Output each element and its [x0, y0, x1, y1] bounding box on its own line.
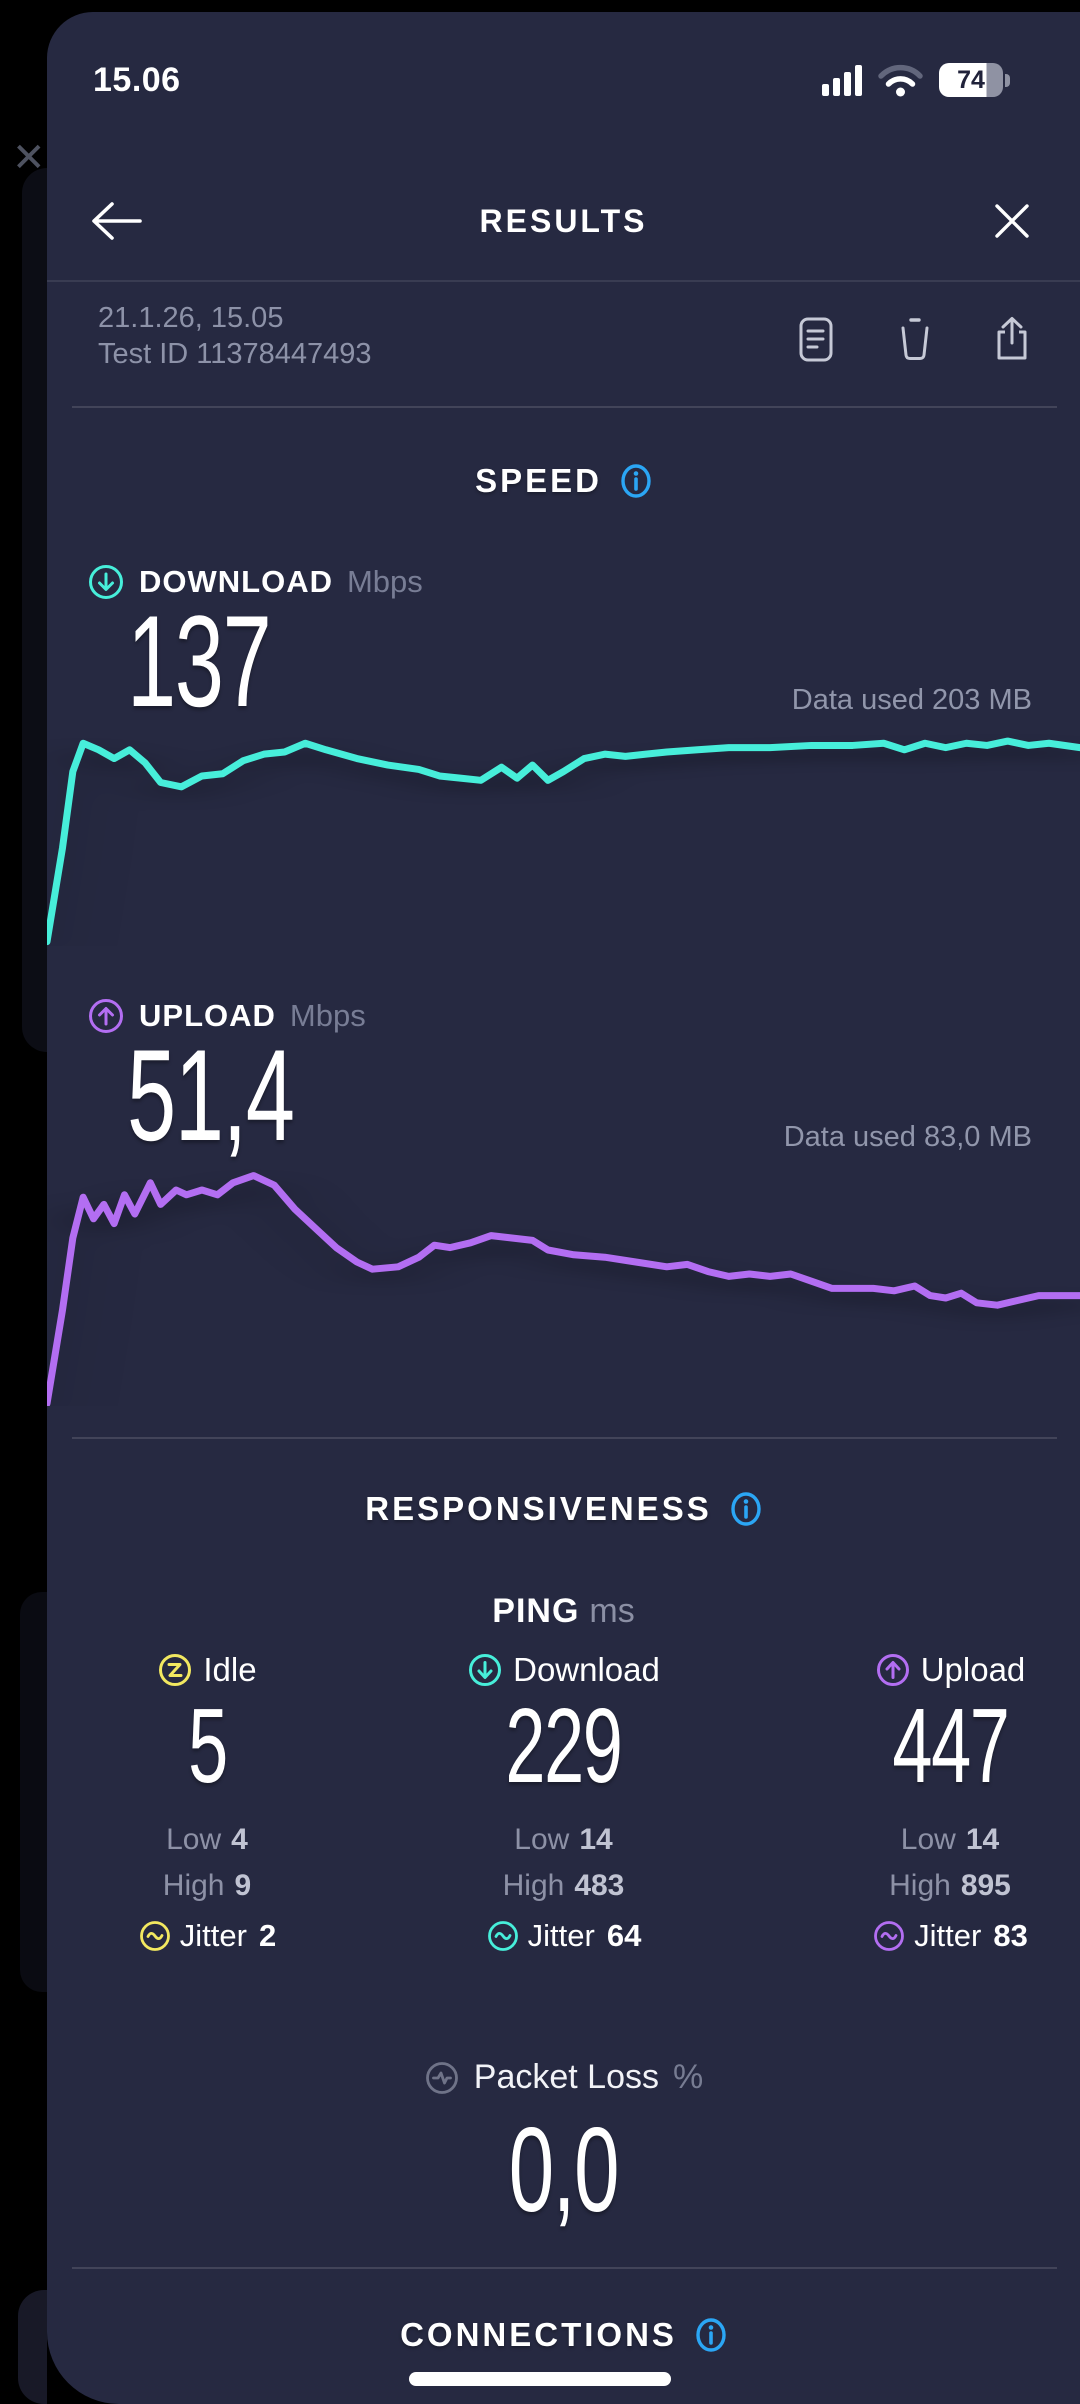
low-value: 4 [231, 1823, 248, 1856]
info-icon[interactable] [730, 1491, 762, 1527]
divider [47, 280, 1080, 282]
upload-circle-icon [876, 1654, 909, 1686]
download-label: DOWNLOAD [139, 564, 333, 599]
jitter-value: 64 [606, 1918, 642, 1953]
packet-loss-unit: % [672, 2058, 704, 2096]
arrow-left-icon [92, 202, 142, 240]
packet-loss-icon [425, 2061, 458, 2094]
download-ping-value: 229 [505, 1687, 623, 1805]
share-result-button[interactable] [992, 315, 1032, 363]
cellular-signal-icon [822, 64, 862, 96]
share-icon [997, 317, 1027, 360]
ping-column-download: Download 229 Low 14 High 483 Jitter 64 [424, 1650, 704, 1958]
results-sheet: 15.06 74 [47, 12, 1080, 2404]
test-meta-row: 21.1.26, 15.05 Test ID 11378447493 [98, 300, 1032, 372]
test-id: Test ID 11378447493 [98, 338, 372, 370]
idle-label: Idle [203, 1651, 257, 1688]
idle-latency-icon [159, 1654, 192, 1686]
clock: 15.06 [93, 60, 181, 99]
idle-ping-value: 5 [187, 1687, 228, 1805]
delete-result-button[interactable] [894, 315, 934, 363]
ping-title-row: PING ms [47, 1592, 1080, 1631]
status-bar: 15.06 74 [47, 52, 1080, 108]
responsiveness-title: RESPONSIVENESS [365, 1490, 712, 1527]
upload-ping-value: 447 [891, 1687, 1010, 1805]
wifi-icon [878, 64, 923, 97]
jitter-value: 83 [993, 1918, 1028, 1953]
close-icon [995, 204, 1029, 238]
jitter-label: Jitter [527, 1918, 595, 1953]
jitter-icon [874, 1921, 905, 1951]
background-close-icon: ✕ [12, 136, 46, 180]
jitter-icon [487, 1921, 518, 1951]
ping-column-idle: Idle 5 Low 4 High 9 Jitter 2 [87, 1650, 327, 1958]
home-indicator[interactable] [409, 2372, 671, 2386]
low-label: Low [166, 1823, 222, 1856]
high-label: High [162, 1869, 225, 1902]
upload-label: UPLOAD [139, 998, 276, 1033]
upload-circle-icon [89, 999, 123, 1033]
responsiveness-section-title: RESPONSIVENESS [47, 1490, 1080, 1528]
jitter-icon [139, 1921, 170, 1951]
download-circle-icon [469, 1654, 502, 1686]
close-button[interactable] [992, 201, 1032, 241]
document-lines-icon [799, 317, 833, 362]
upload-data-used: Data used 83,0 MB [783, 1121, 1032, 1153]
speed-title: SPEED [475, 462, 602, 499]
packet-loss-row: Packet Loss % [47, 2058, 1080, 2097]
ping-column-upload: Upload 447 Low 14 High 895 Jitter 83 [830, 1650, 1070, 1958]
ping-unit: ms [589, 1592, 635, 1630]
download-speed-chart [47, 728, 1080, 946]
background-app-card [20, 1592, 47, 1992]
info-icon[interactable] [695, 2317, 727, 2353]
upload-speed-chart [47, 1166, 1080, 1406]
download-circle-icon [89, 565, 123, 599]
info-icon[interactable] [620, 463, 652, 499]
divider [72, 406, 1057, 408]
high-value: 483 [574, 1869, 625, 1902]
high-value: 9 [234, 1869, 252, 1902]
download-unit: Mbps [346, 564, 423, 599]
high-label: High [502, 1869, 565, 1902]
jitter-value: 2 [258, 1918, 277, 1953]
download-value: 137 [127, 588, 272, 734]
speed-section-title: SPEED [47, 462, 1080, 500]
packet-loss-label: Packet Loss [473, 2058, 659, 2096]
divider [72, 2267, 1057, 2269]
ping-label: PING [492, 1592, 580, 1630]
packet-loss-value: 0,0 [508, 2103, 620, 2237]
background-app-card [22, 168, 47, 1052]
upload-label-row: UPLOAD Mbps [87, 997, 366, 1035]
download-ping-label: Download [513, 1651, 660, 1688]
connections-section-title: CONNECTIONS [47, 2316, 1080, 2354]
upload-value: 51,4 [127, 1022, 295, 1168]
back-button[interactable] [88, 199, 144, 243]
upload-unit: Mbps [289, 998, 366, 1033]
low-label: Low [514, 1823, 570, 1856]
high-value: 895 [960, 1869, 1011, 1902]
low-value: 14 [965, 1823, 1000, 1856]
result-detail-button[interactable] [796, 315, 836, 363]
low-label: Low [900, 1823, 956, 1856]
trash-icon [901, 318, 929, 360]
high-label: High [889, 1869, 951, 1902]
battery-percent: 74 [957, 65, 985, 94]
battery-icon: 74 [939, 63, 1010, 97]
jitter-label: Jitter [914, 1918, 982, 1953]
nav-bar: RESULTS [47, 195, 1080, 255]
upload-ping-label: Upload [920, 1651, 1026, 1688]
low-value: 14 [579, 1823, 613, 1856]
connections-title: CONNECTIONS [400, 2316, 677, 2353]
test-datetime: 21.1.26, 15.05 [98, 302, 284, 334]
download-data-used: Data used 203 MB [791, 684, 1032, 716]
jitter-label: Jitter [179, 1918, 247, 1953]
background-app-card [18, 2290, 47, 2404]
divider [72, 1437, 1057, 1439]
download-label-row: DOWNLOAD Mbps [87, 563, 423, 601]
page-title: RESULTS [479, 203, 648, 239]
